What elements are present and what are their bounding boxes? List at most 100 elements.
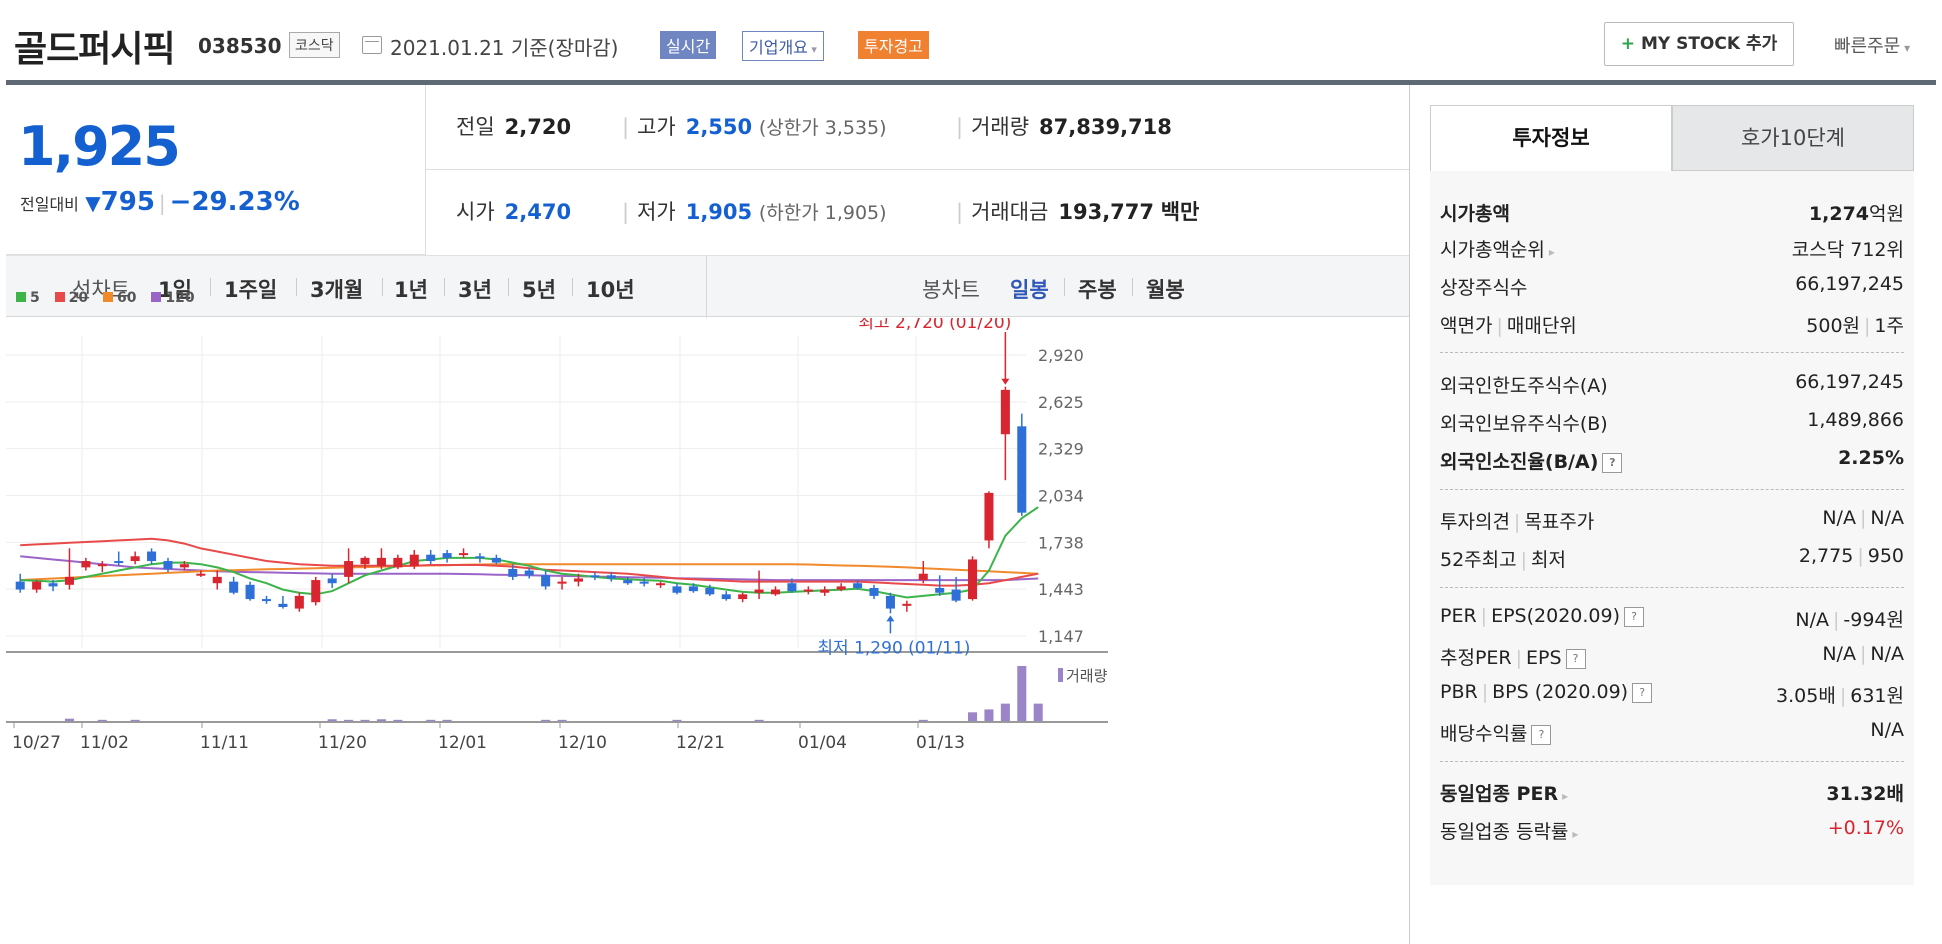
row-market-cap: 시가총액 1,274억원 bbox=[1440, 199, 1904, 231]
foreign-ratio-value: 2.25% bbox=[1838, 447, 1904, 469]
candle-body bbox=[114, 561, 124, 564]
high-annotation: 최고 2,720 (01/20) bbox=[858, 318, 1011, 333]
tab-investment-info[interactable]: 투자정보 bbox=[1430, 105, 1672, 171]
y-tick-label: 2,625 bbox=[1038, 393, 1084, 412]
market-cap-rank-label: 시가총액순위 bbox=[1440, 239, 1545, 261]
candle-body bbox=[1017, 426, 1027, 513]
candle-body bbox=[491, 557, 501, 563]
investment-warning-badge[interactable]: 투자경고 bbox=[858, 31, 929, 59]
candle-body bbox=[212, 576, 222, 584]
candle-body bbox=[524, 570, 534, 576]
legend-label: 20 bbox=[68, 290, 89, 306]
ma-legend: 5 20 60 120 bbox=[16, 290, 195, 306]
tab-10y[interactable]: 10년 bbox=[586, 278, 635, 302]
x-tick-label: 12/10 bbox=[558, 733, 607, 753]
tab-3y[interactable]: 3년 bbox=[458, 278, 492, 302]
tab-5y[interactable]: 5년 bbox=[522, 278, 556, 302]
stat-high: | 고가 2,550 (상한가 3,535) bbox=[622, 115, 887, 139]
tab-daily[interactable]: 일봉 bbox=[1010, 278, 1049, 302]
stat-unit: 백만 bbox=[1160, 200, 1200, 224]
help-icon[interactable]: ? bbox=[1624, 606, 1644, 627]
company-name: 골드퍼시픽 bbox=[14, 29, 176, 70]
change-value: 795 bbox=[100, 187, 155, 217]
candle-body bbox=[442, 553, 452, 558]
plus-icon: + bbox=[1620, 34, 1641, 54]
company-overview-label: 기업개요 bbox=[749, 38, 808, 57]
candle-body bbox=[968, 559, 978, 600]
industry-per-label: 동일업종 PER bbox=[1440, 783, 1559, 805]
row-foreign-ratio: 외국인소진율(B/A)? 2.25% bbox=[1440, 447, 1904, 479]
help-icon[interactable]: ? bbox=[1632, 682, 1653, 703]
candle-body bbox=[147, 551, 157, 562]
tab-weekly[interactable]: 주봉 bbox=[1078, 278, 1117, 302]
candle-body bbox=[623, 580, 633, 584]
tab-monthly[interactable]: 월봉 bbox=[1146, 278, 1185, 302]
foreign-hold-label: 외국인보유주식수(B) bbox=[1440, 413, 1608, 435]
market-badge: 코스닥 bbox=[289, 32, 340, 58]
market-cap-unit: 억원 bbox=[1869, 203, 1904, 225]
candle-body bbox=[951, 589, 961, 601]
change-percent: −29.23% bbox=[169, 187, 300, 217]
x-tick-label: 01/04 bbox=[798, 733, 847, 753]
stat-sub: (하한가 1,905) bbox=[758, 202, 887, 224]
eps-label: EPS(2020.09) bbox=[1491, 605, 1620, 627]
candle-body bbox=[770, 589, 781, 595]
price-stats: 전일 2,720 | 고가 2,550 (상한가 3,535) | 거래량 87,839,… bbox=[426, 85, 1410, 255]
foreign-ratio-label: 외국인소진율(B/A) bbox=[1440, 451, 1599, 473]
tab-1w[interactable]: 1주일 bbox=[224, 278, 278, 302]
candle-body bbox=[459, 553, 469, 556]
divider bbox=[1440, 489, 1904, 490]
legend-label: 120 bbox=[165, 290, 195, 306]
industry-change-link[interactable]: 동일업종 등락률 ▸ bbox=[1440, 817, 1578, 844]
candle-body bbox=[163, 561, 173, 569]
tab-1d[interactable]: 1일 bbox=[158, 278, 192, 302]
help-icon[interactable]: ? bbox=[1602, 452, 1623, 473]
volume-bar bbox=[1000, 703, 1010, 721]
y-tick-label: 1,147 bbox=[1038, 627, 1084, 646]
market-cap-value: 1,274 bbox=[1808, 203, 1870, 225]
candle-body bbox=[853, 583, 863, 588]
stat-open: 시가 2,470 bbox=[456, 196, 571, 226]
candle-body bbox=[81, 561, 91, 568]
divider bbox=[1440, 587, 1904, 588]
volume-bar bbox=[968, 712, 978, 721]
investment-info-panel: 투자정보 호가10단계 시가총액 1,274억원 시가총액순위 ▸ 코스닥 712… bbox=[1430, 105, 1914, 885]
target-label: 목표주가 bbox=[1524, 511, 1595, 533]
market-cap-value-wrap: 1,274억원 bbox=[1809, 199, 1904, 226]
volume-bar bbox=[442, 719, 452, 721]
help-icon[interactable]: ? bbox=[1565, 648, 1586, 669]
candle-body bbox=[32, 581, 42, 590]
tab-order-book[interactable]: 호가10단계 bbox=[1672, 105, 1914, 171]
stat-value: 2,720 bbox=[504, 115, 572, 139]
price-summary: 1,925 전일대비 ▼795 | −29.23% bbox=[6, 85, 426, 255]
legend-ma60: 60 bbox=[102, 290, 137, 306]
market-cap-rank-link[interactable]: 시가총액순위 ▸ bbox=[1440, 235, 1555, 262]
volume-bar bbox=[64, 718, 74, 721]
par-value: 500원 bbox=[1806, 315, 1861, 337]
realtime-button[interactable]: 실시간 bbox=[660, 31, 717, 59]
quick-order-button[interactable]: 빠른주문 bbox=[1834, 32, 1910, 58]
candle-body bbox=[754, 589, 764, 593]
per-value: N/A bbox=[1795, 609, 1829, 631]
tab-3m[interactable]: 3개월 bbox=[310, 278, 364, 302]
candle-body bbox=[409, 554, 419, 566]
x-tick-label: 12/01 bbox=[438, 733, 487, 753]
w52-high-label: 52주최고 bbox=[1440, 549, 1517, 571]
candle-body bbox=[606, 575, 616, 579]
help-icon[interactable]: ? bbox=[1531, 724, 1552, 745]
dividend-label: 배당수익률 bbox=[1440, 723, 1528, 745]
candle-body bbox=[656, 583, 666, 586]
volume-bar bbox=[1017, 666, 1027, 721]
dividend-value: N/A bbox=[1870, 719, 1904, 741]
industry-per-link[interactable]: 동일업종 PER ▸ bbox=[1440, 779, 1568, 806]
par-label: 액면가 bbox=[1440, 315, 1493, 337]
add-my-stock-button[interactable]: + MY STOCK 추가 bbox=[1604, 22, 1794, 66]
company-overview-dropdown[interactable]: 기업개요 ▾ bbox=[742, 31, 824, 61]
change-label: 전일대비 bbox=[20, 195, 79, 214]
legend-label: 5 bbox=[30, 290, 40, 306]
legend-label: 60 bbox=[116, 290, 137, 306]
row-per: PER | EPS(2020.09)? N/A | -994원 bbox=[1440, 605, 1904, 631]
volume-bar bbox=[393, 719, 403, 721]
stock-chart[interactable]: 2,920 2,625 2,329 2,034 1,738 1,443 1,147 거래량 10… bbox=[6, 318, 1410, 944]
tab-1y[interactable]: 1년 bbox=[394, 278, 428, 302]
